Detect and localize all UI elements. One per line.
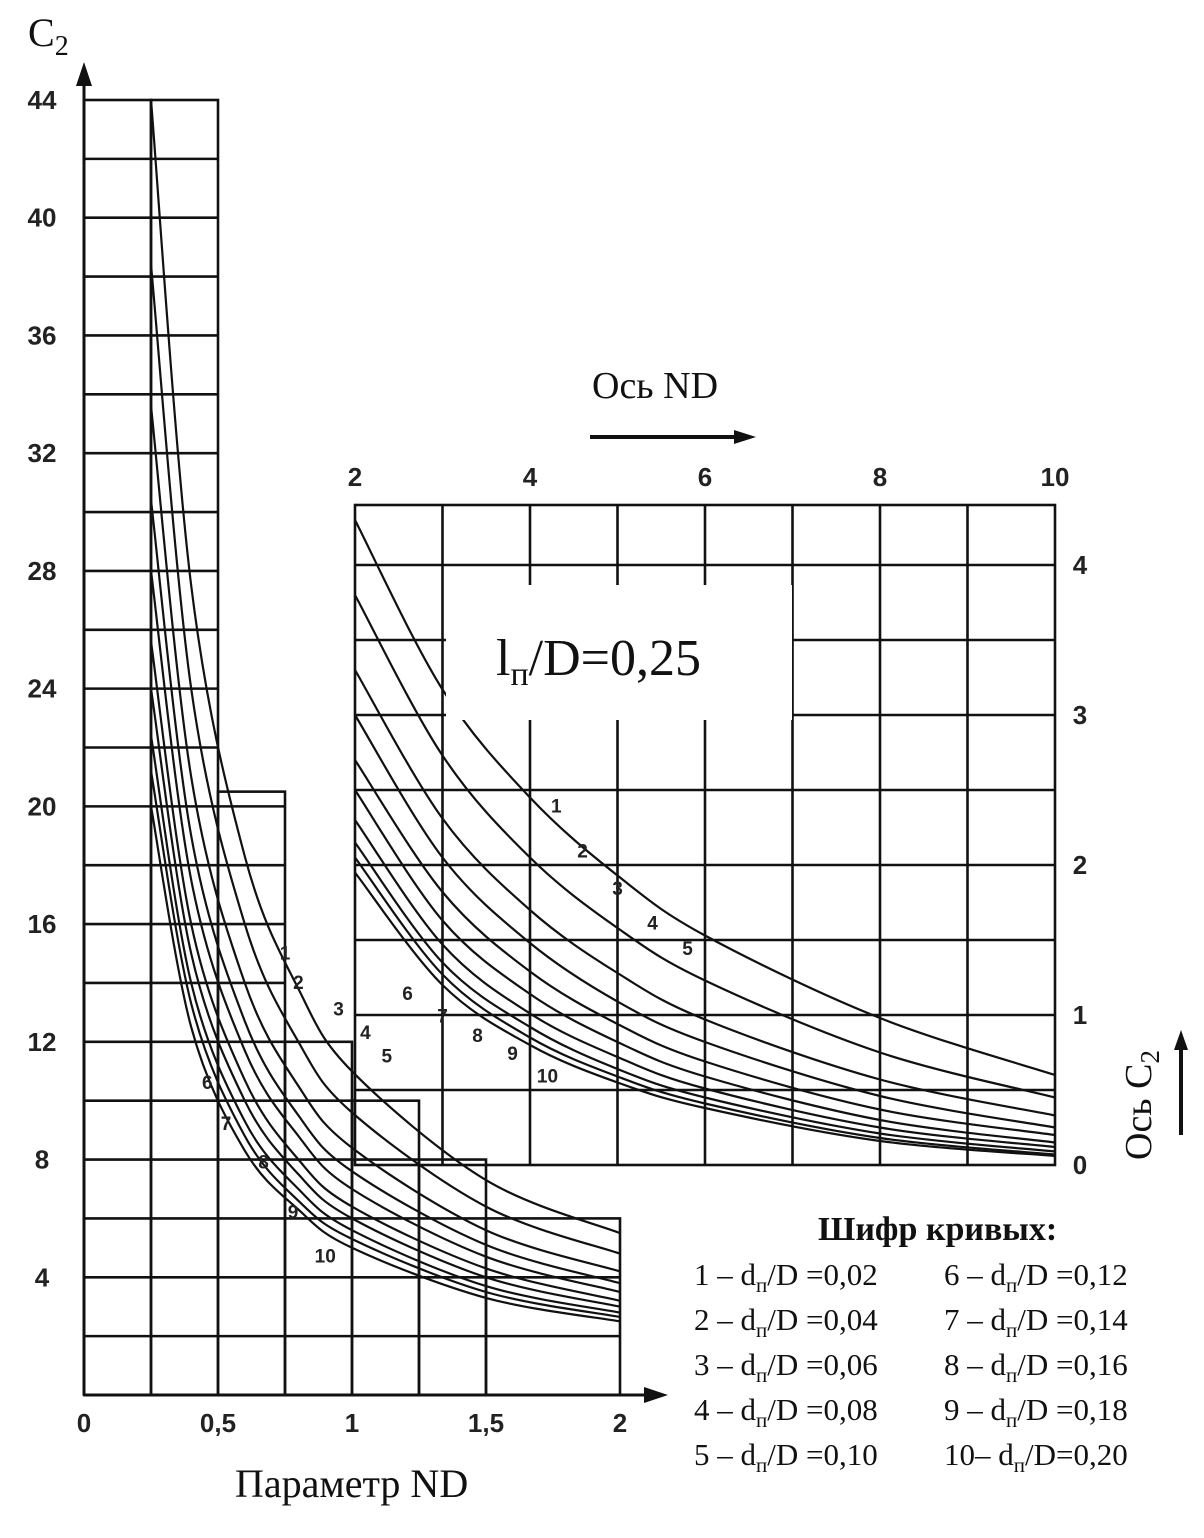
main-series-label: 7: [221, 1114, 232, 1135]
inset-x-arrow: [590, 430, 756, 444]
main-series-label: 1: [280, 943, 291, 964]
inset-curve-6: [354, 789, 1056, 1144]
inset-curve-7: [354, 819, 1056, 1149]
main-series-label: 5: [382, 1046, 393, 1067]
main-curve-10: [149, 806, 621, 1323]
main-x-tick-label: 1,5: [468, 1408, 504, 1438]
legend-entry: 10– dп/D=0,20: [944, 1437, 1128, 1477]
inset-y-tick-label: 4: [1073, 550, 1088, 580]
main-y-tick-label: 36: [28, 320, 57, 350]
inset-y-tick-label: 2: [1073, 850, 1087, 880]
legend-entry: 1 – dп/D =0,02: [694, 1257, 878, 1297]
main-curve-6: [149, 641, 621, 1302]
main-y-tick-label: 24: [28, 674, 57, 704]
main-curve-4: [149, 500, 621, 1285]
main-curve-5: [149, 570, 621, 1294]
main-y-tick-label: 20: [28, 791, 57, 821]
inset-series-label: 2: [577, 842, 588, 863]
main-curves: [149, 99, 621, 1323]
inset-curves: [354, 519, 1056, 1158]
legend-entry: 8 – dп/D =0,16: [944, 1347, 1128, 1387]
main-y-tick-label: 28: [28, 556, 57, 586]
inset-curve-3: [354, 669, 1056, 1117]
y-axis-main-title: C2: [28, 10, 69, 62]
inset-y-tick-label: 0: [1073, 1150, 1087, 1180]
main-y-tick-label: 16: [28, 909, 57, 939]
main-y-tick-label: 8: [35, 1145, 49, 1175]
legend-rows: 1 – dп/D =0,02 6 – dп/D =0,12 2 – dп/D =0,…: [694, 1257, 1128, 1477]
inset-curve-10: [354, 871, 1056, 1158]
main-curve-8: [149, 735, 621, 1314]
legend-entry: 6 – dп/D =0,12: [944, 1257, 1128, 1297]
legend-entry: 9 – dп/D =0,18: [944, 1392, 1128, 1432]
main-y-tick-label: 12: [28, 1027, 57, 1057]
main-curve-2: [149, 264, 621, 1255]
legend-entry: 5 – dп/D =0,10: [694, 1437, 878, 1477]
inset-x-tick-label: 10: [1041, 462, 1070, 492]
y-axis-inset-title: Ось C2: [1118, 1050, 1165, 1160]
inset-y-tick-label: 1: [1073, 1000, 1087, 1030]
main-curve-3: [149, 405, 621, 1273]
inset-x-tick-label: 8: [873, 462, 887, 492]
legend-title: Шифр кривых:: [818, 1211, 1057, 1248]
inset-y-arrow: [1174, 1030, 1188, 1135]
inset-series-label: 7: [437, 1007, 448, 1028]
main-series-label: 3: [333, 999, 344, 1020]
x-axis-inset-title: Ось ND: [592, 365, 718, 407]
main-series-label: 4: [360, 1023, 371, 1044]
main-axis-arrows: [76, 62, 668, 1403]
legend-entry: 4 – dп/D =0,08: [694, 1392, 878, 1432]
inset-curve-2: [354, 594, 1056, 1099]
main-y-tick-label: 32: [28, 438, 57, 468]
main-series-label: 9: [288, 1202, 299, 1223]
inset-series-label: 5: [682, 939, 693, 960]
inset-y-tick-label: 3: [1073, 700, 1087, 730]
inset-x-tick-label: 2: [348, 462, 362, 492]
main-y-tick-label: 44: [28, 85, 57, 115]
main-y-tick-label: 4: [35, 1262, 50, 1292]
main-x-tick-label: 0: [77, 1408, 91, 1438]
main-series-label: 8: [258, 1152, 269, 1173]
legend-entry: 2 – dп/D =0,04: [694, 1302, 878, 1342]
inset-series-label: 3: [612, 879, 623, 900]
inset-annotation-box: [446, 585, 792, 720]
legend-entry: 7 – dп/D =0,14: [944, 1302, 1128, 1342]
inset-series-label: 4: [647, 914, 658, 935]
inset-series-label: 8: [472, 1026, 483, 1047]
inset-series-label: 1: [551, 797, 562, 818]
main-series-label: 2: [293, 973, 304, 994]
inset-x-tick-label: 4: [523, 462, 538, 492]
inset-curve-9: [354, 856, 1056, 1156]
inset-series-label: 10: [537, 1067, 558, 1088]
legend-entry: 3 – dп/D =0,06: [694, 1347, 878, 1387]
inset-curve-5: [354, 759, 1056, 1137]
main-curve-9: [149, 770, 621, 1319]
main-curve-1: [149, 99, 621, 1235]
main-curve-7: [149, 688, 621, 1308]
x-axis-main-title: Параметр ND: [235, 1461, 468, 1506]
inset-curve-4: [354, 714, 1056, 1129]
inset-curve-8: [354, 841, 1056, 1153]
inset-series-label: 9: [507, 1044, 518, 1065]
inset-curve-1: [354, 519, 1056, 1077]
inset-x-tick-label: 6: [698, 462, 712, 492]
main-x-tick-label: 1: [345, 1408, 359, 1438]
legend: Шифр кривых: 1 – dп/D =0,02 6 – dп/D =0,1…: [694, 1211, 1128, 1477]
main-series-label: 10: [315, 1247, 336, 1268]
inset-series-label: 6: [402, 984, 413, 1005]
inset-annotation: lп/D=0,25: [496, 630, 701, 693]
main-series-label: 6: [202, 1073, 213, 1094]
main-x-tick-label: 0,5: [200, 1408, 236, 1438]
main-x-tick-label: 2: [613, 1408, 627, 1438]
main-grid-column: [350, 1099, 421, 1397]
main-y-tick-label: 40: [28, 203, 57, 233]
